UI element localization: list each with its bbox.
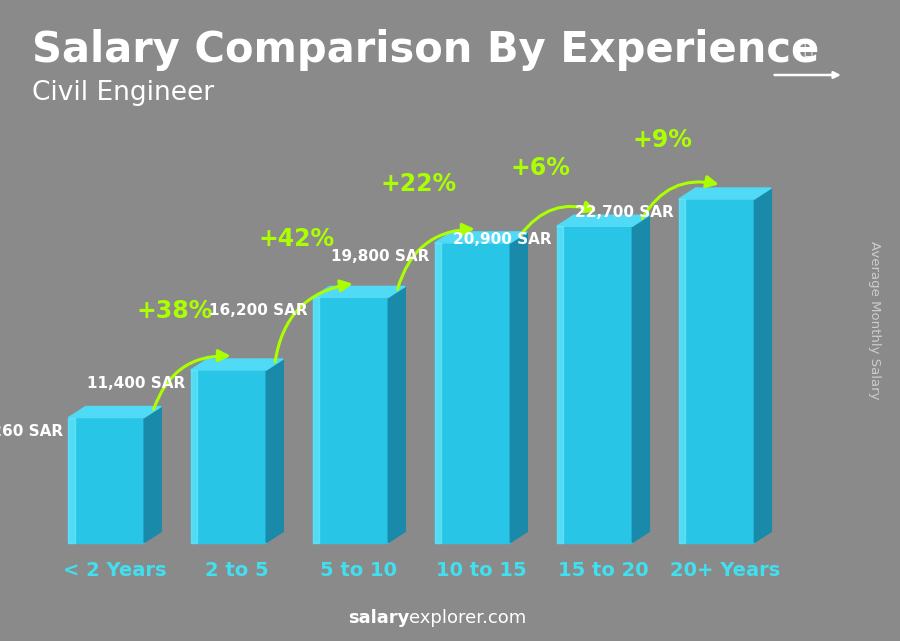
Text: Salary Comparison By Experience: Salary Comparison By Experience: [32, 29, 819, 71]
Polygon shape: [266, 359, 284, 542]
Text: +42%: +42%: [259, 227, 335, 251]
Polygon shape: [754, 188, 771, 542]
Polygon shape: [510, 232, 527, 542]
Polygon shape: [388, 287, 405, 542]
Text: 22,700 SAR: 22,700 SAR: [575, 205, 674, 220]
Text: 2 to 5: 2 to 5: [205, 561, 269, 579]
Text: 5 to 10: 5 to 10: [320, 561, 398, 579]
Bar: [435, 243, 510, 542]
Polygon shape: [191, 370, 196, 542]
Text: salary: salary: [348, 609, 410, 627]
Bar: [312, 297, 388, 542]
Text: 15 to 20: 15 to 20: [558, 561, 648, 579]
Text: 11,400 SAR: 11,400 SAR: [87, 376, 185, 391]
Text: +9%: +9%: [633, 128, 693, 153]
Bar: [68, 417, 144, 542]
Polygon shape: [633, 215, 650, 542]
Polygon shape: [435, 243, 441, 542]
Bar: [679, 199, 754, 542]
Polygon shape: [191, 359, 284, 370]
Text: ﷲ: ﷲ: [803, 42, 813, 57]
Polygon shape: [312, 287, 405, 297]
Text: explorer.com: explorer.com: [410, 609, 526, 627]
Text: +22%: +22%: [381, 172, 457, 196]
Text: 20,900 SAR: 20,900 SAR: [453, 232, 552, 247]
Polygon shape: [144, 406, 161, 542]
Polygon shape: [68, 417, 75, 542]
Text: 19,800 SAR: 19,800 SAR: [331, 249, 429, 264]
Polygon shape: [68, 406, 161, 417]
Bar: [556, 226, 633, 542]
Text: 20+ Years: 20+ Years: [670, 561, 780, 579]
Polygon shape: [679, 199, 685, 542]
Polygon shape: [312, 297, 319, 542]
Polygon shape: [679, 188, 771, 199]
Text: +6%: +6%: [511, 156, 571, 179]
Text: < 2 Years: < 2 Years: [63, 561, 166, 579]
Text: 10 to 15: 10 to 15: [436, 561, 526, 579]
Text: +38%: +38%: [137, 299, 213, 323]
Text: Civil Engineer: Civil Engineer: [32, 80, 213, 106]
Bar: [191, 370, 266, 542]
Text: 16,200 SAR: 16,200 SAR: [209, 303, 308, 319]
Polygon shape: [556, 226, 562, 542]
Polygon shape: [435, 232, 527, 243]
Text: Average Monthly Salary: Average Monthly Salary: [868, 241, 881, 400]
Polygon shape: [556, 215, 650, 226]
Text: 8,260 SAR: 8,260 SAR: [0, 424, 64, 438]
